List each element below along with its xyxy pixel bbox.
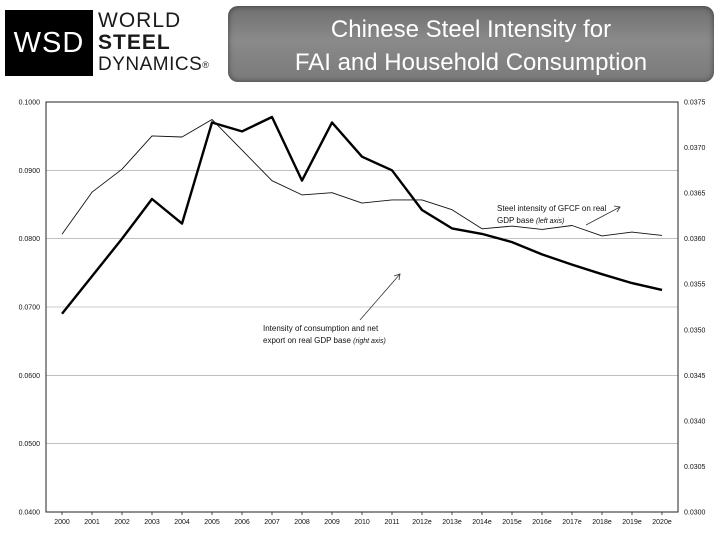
logo-line-steel: STEEL — [98, 31, 171, 54]
x-tick-label: 2005 — [204, 519, 220, 526]
right-axis-ticks: 0.0300 0.0305 0.0340 0.0345 0.0350 0.0355 0.03… — [684, 100, 706, 517]
x-tick-label: 2001 — [84, 519, 100, 526]
annotation-consumption-arrowhead — [393, 273, 401, 281]
left-tick-label: 0.0800 — [19, 236, 41, 243]
grid-lines — [46, 170, 678, 444]
chart-background — [0, 92, 720, 540]
left-tick-label: 0.0500 — [19, 441, 41, 448]
right-tick-label: 0.0355 — [684, 282, 706, 289]
x-tick-label: 2007 — [264, 519, 280, 526]
annotation-gfcf-line2: GDP base (left axis) — [497, 216, 564, 225]
x-axis-ticks: 2000 2001 2002 2003 2004 2005 2006 2007 2008 2009… — [54, 512, 672, 526]
x-tick-label: 2000 — [54, 519, 70, 526]
x-tick-label: 2015e — [502, 519, 522, 526]
annotations: Steel intensity of GFCF on real GDP base… — [263, 204, 621, 345]
annotation-consumption-line1: Intensity of consumption and net — [263, 324, 379, 333]
left-tick-label: 0.0900 — [19, 168, 41, 175]
annotation-consumption-base: export on real GDP base — [263, 336, 351, 345]
left-tick-label: 0.0400 — [19, 510, 41, 517]
x-tick-label: 2004 — [174, 519, 190, 526]
annotation-consumption-line2: export on real GDP base (right axis) — [263, 336, 386, 345]
annotation-gfcf-base: GDP base — [497, 216, 534, 225]
right-tick-label: 0.0305 — [684, 464, 706, 471]
x-tick-label: 2020e — [652, 519, 672, 526]
x-tick-label: 2008 — [294, 519, 310, 526]
x-tick-label: 2017e — [562, 519, 582, 526]
annotation-consumption-arrow — [359, 273, 401, 321]
annotation-gfcf-arrow — [585, 206, 621, 226]
left-tick-label: 0.0700 — [19, 305, 41, 312]
x-tick-label: 2010 — [354, 519, 370, 526]
x-tick-label: 2002 — [114, 519, 130, 526]
right-tick-label: 0.0350 — [684, 327, 706, 334]
annotation-consumption-axis-note: (right axis) — [353, 338, 386, 345]
page-title-line1: Chinese Steel Intensity for — [330, 16, 612, 43]
left-axis-ticks: 0.0400 0.0500 0.0600 0.0700 0.0800 0.0900 0.10… — [19, 100, 41, 517]
right-tick-label: 0.0365 — [684, 191, 706, 198]
steel-intensity-chart: 0.0400 0.0500 0.0600 0.0700 0.0800 0.0900 0.10… — [0, 92, 720, 540]
page-title-line2: FAI and Household Consumption — [294, 49, 648, 76]
x-tick-label: 2011 — [384, 519, 399, 526]
annotation-gfcf-line1: Steel intensity of GFCF on real — [497, 204, 607, 213]
right-tick-label: 0.0345 — [684, 373, 706, 380]
x-tick-label: 2014e — [472, 519, 492, 526]
x-tick-label: 2009 — [324, 519, 340, 526]
registered-mark: ® — [202, 60, 210, 70]
logo-line-dynamics: DYNAMICS® — [98, 54, 209, 76]
right-tick-label: 0.0375 — [684, 100, 706, 107]
logo-abbr: WSD — [5, 10, 93, 76]
x-tick-label: 2006 — [234, 519, 250, 526]
logo-line-world: WORLD — [98, 9, 182, 32]
series-group — [61, 115, 663, 315]
annotation-gfcf-arrowhead — [613, 205, 621, 213]
x-tick-label: 2018e — [592, 519, 612, 526]
annotation-gfcf-axis-note: (left axis) — [536, 218, 564, 225]
header: WSD WORLD STEEL DYNAMICS® Chinese Steel … — [0, 0, 720, 88]
x-tick-label: 2016e — [532, 519, 552, 526]
title-panel: Chinese Steel Intensity for FAI and Hous… — [228, 6, 714, 82]
x-tick-label: 2019e — [622, 519, 642, 526]
x-tick-label: 2003 — [144, 519, 160, 526]
wsd-logo: WSD WORLD STEEL DYNAMICS® — [5, 10, 213, 76]
left-tick-label: 0.0600 — [19, 373, 41, 380]
logo-dynamics-text: DYNAMICS — [98, 54, 203, 76]
x-tick-label: 2013e — [442, 519, 462, 526]
right-tick-label: 0.0340 — [684, 418, 706, 425]
left-tick-label: 0.1000 — [19, 100, 41, 107]
right-tick-label: 0.0370 — [684, 145, 706, 152]
right-tick-label: 0.0360 — [684, 236, 706, 243]
right-tick-label: 0.0300 — [684, 510, 706, 517]
x-tick-label: 2012e — [412, 519, 432, 526]
